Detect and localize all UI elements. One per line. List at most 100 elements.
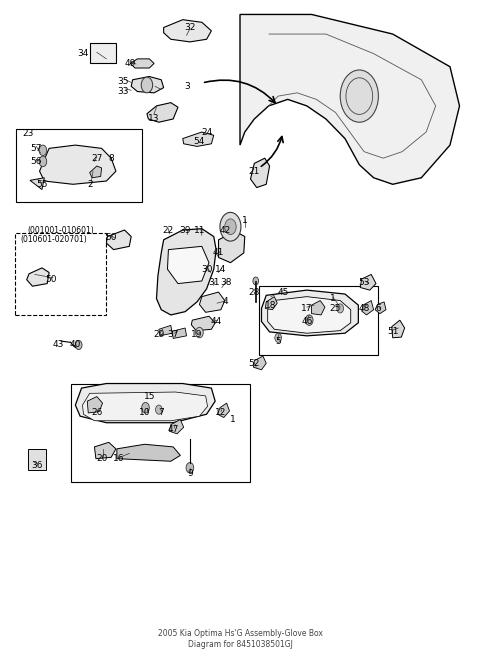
Polygon shape: [217, 403, 229, 417]
Text: 22: 22: [163, 226, 174, 234]
Circle shape: [39, 156, 47, 167]
Bar: [16, 129, 142, 202]
Polygon shape: [262, 290, 359, 336]
Text: 23: 23: [22, 129, 33, 138]
Text: 52: 52: [249, 359, 260, 369]
Text: 13: 13: [148, 114, 160, 123]
Polygon shape: [164, 20, 211, 42]
Text: 20: 20: [96, 454, 108, 463]
Text: 4: 4: [223, 297, 228, 306]
Polygon shape: [183, 132, 214, 146]
Polygon shape: [169, 419, 184, 434]
Polygon shape: [375, 302, 386, 314]
Bar: [28, 449, 46, 470]
Polygon shape: [90, 166, 102, 178]
Text: 14: 14: [215, 265, 227, 274]
Text: 16: 16: [112, 454, 124, 463]
Text: 43: 43: [53, 340, 64, 349]
Text: 24: 24: [201, 127, 212, 136]
Text: 49: 49: [124, 59, 136, 68]
Circle shape: [186, 462, 194, 473]
Polygon shape: [253, 356, 266, 370]
Text: 3: 3: [185, 82, 191, 91]
Bar: [259, 285, 378, 356]
Polygon shape: [172, 328, 187, 338]
Text: 1: 1: [330, 294, 336, 303]
Text: 7: 7: [158, 409, 164, 417]
Polygon shape: [75, 384, 215, 422]
Polygon shape: [147, 102, 178, 122]
Polygon shape: [240, 14, 459, 184]
Circle shape: [156, 405, 162, 414]
Text: 44: 44: [211, 317, 222, 326]
Text: 38: 38: [220, 277, 231, 287]
Text: 12: 12: [215, 409, 227, 417]
Polygon shape: [27, 268, 49, 286]
Text: 54: 54: [194, 137, 205, 146]
Polygon shape: [107, 230, 131, 250]
Text: 57: 57: [30, 144, 42, 153]
Text: 50: 50: [46, 274, 57, 283]
Text: 15: 15: [144, 392, 155, 401]
Circle shape: [305, 315, 313, 325]
Circle shape: [275, 333, 281, 342]
Polygon shape: [362, 300, 373, 315]
Polygon shape: [117, 444, 180, 461]
Text: 21: 21: [249, 167, 260, 176]
Circle shape: [75, 340, 82, 350]
Text: 26: 26: [91, 409, 103, 417]
Circle shape: [196, 327, 203, 338]
Text: 33: 33: [117, 87, 129, 96]
Text: 35: 35: [117, 77, 129, 86]
Polygon shape: [30, 178, 44, 190]
Text: 30: 30: [201, 265, 212, 274]
Text: 55: 55: [36, 180, 48, 189]
Text: 29: 29: [153, 330, 165, 339]
Circle shape: [220, 213, 241, 241]
Text: 6: 6: [375, 304, 381, 313]
Circle shape: [142, 403, 149, 413]
Polygon shape: [360, 274, 376, 290]
Text: 40: 40: [70, 340, 81, 349]
Text: 27: 27: [91, 154, 103, 163]
Circle shape: [253, 277, 259, 285]
Polygon shape: [159, 325, 172, 336]
Text: 18: 18: [265, 300, 277, 310]
Polygon shape: [130, 59, 154, 68]
Polygon shape: [268, 297, 351, 333]
Text: 11: 11: [194, 226, 205, 234]
Polygon shape: [87, 397, 103, 413]
Text: 37: 37: [168, 330, 179, 339]
Text: 8: 8: [108, 154, 114, 163]
Circle shape: [141, 77, 153, 93]
Polygon shape: [83, 392, 207, 420]
Polygon shape: [192, 316, 215, 331]
Text: 10: 10: [139, 409, 150, 417]
Text: 51: 51: [387, 327, 398, 336]
Text: 50: 50: [106, 234, 117, 242]
Text: 48: 48: [359, 304, 370, 313]
Text: (001001-010601): (001001-010601): [28, 226, 95, 234]
Polygon shape: [312, 300, 325, 315]
Circle shape: [340, 70, 378, 122]
Polygon shape: [39, 145, 116, 184]
Text: 42: 42: [220, 226, 231, 234]
Polygon shape: [95, 442, 116, 459]
Text: 32: 32: [184, 23, 195, 32]
Text: 36: 36: [31, 461, 43, 470]
Polygon shape: [156, 229, 216, 315]
Text: 2005 Kia Optima Hs'G Assembly-Glove Box
Diagram for 8451038501GJ: 2005 Kia Optima Hs'G Assembly-Glove Box …: [157, 628, 323, 649]
Polygon shape: [168, 247, 209, 283]
Text: 17: 17: [301, 304, 312, 313]
Text: 25: 25: [330, 304, 341, 313]
Text: 47: 47: [168, 424, 179, 434]
Text: 46: 46: [301, 317, 312, 326]
Text: 5: 5: [276, 337, 281, 346]
Text: 9: 9: [187, 468, 193, 478]
Circle shape: [225, 219, 236, 235]
Text: (010601-020701): (010601-020701): [21, 235, 87, 243]
Bar: [71, 384, 250, 482]
Text: 2: 2: [87, 180, 93, 189]
Circle shape: [39, 145, 47, 155]
Text: 39: 39: [180, 226, 191, 234]
